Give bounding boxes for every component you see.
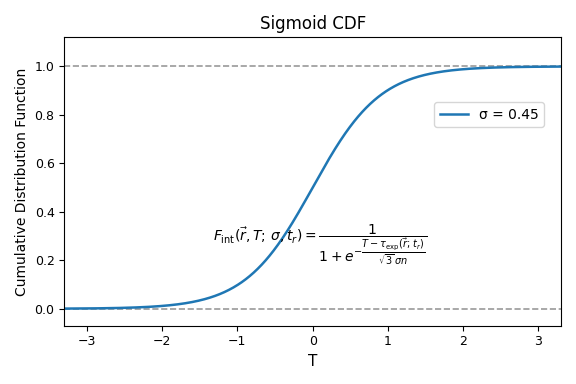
Text: $F_{\rm int}(\vec{r}, T;\, \sigma, t_r) = \dfrac{1}{1 + e^{-\dfrac{T - \tau_{\rm: $F_{\rm int}(\vec{r}, T;\, \sigma, t_r) … [213, 222, 427, 267]
Title: Sigmoid CDF: Sigmoid CDF [260, 15, 366, 33]
X-axis label: T: T [308, 354, 317, 369]
Y-axis label: Cumulative Distribution Function: Cumulative Distribution Function [15, 68, 29, 296]
Legend: σ = 0.45: σ = 0.45 [434, 102, 544, 127]
